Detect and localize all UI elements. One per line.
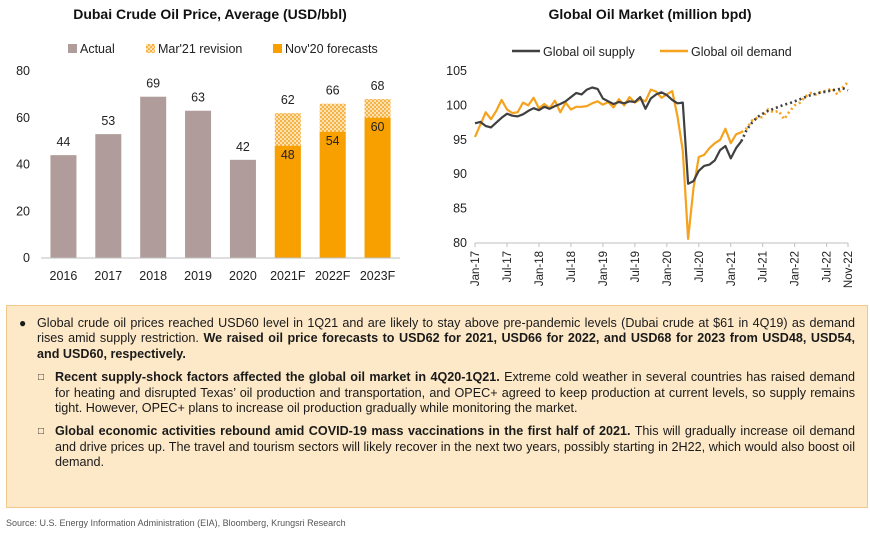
main-bullet: ● Global crude oil prices reached USD60 … (19, 316, 855, 362)
line-chart-title: Global Oil Market (million bpd) (548, 6, 752, 22)
bar-data-label: 44 (56, 135, 70, 149)
bar-chart-legend: Actual Mar'21 revision Nov'20 forecasts (68, 42, 378, 56)
bar-x-tick-label: 2020 (229, 269, 257, 283)
line-x-tick-label: Jan-21 (726, 251, 738, 286)
bar-data-label: 62 (281, 93, 295, 107)
bar-actual (229, 159, 256, 258)
legend-label-revision: Mar'21 revision (158, 42, 242, 56)
bullet-square-icon: □ (38, 426, 45, 438)
line-x-tick-label: Jul-22 (822, 251, 834, 282)
sub-bullet-demand: □ Global economic activities rebound ami… (19, 424, 855, 470)
bar-forecast (319, 131, 346, 258)
bar-y-tick-label: 20 (16, 204, 30, 218)
line-y-tick-label: 80 (453, 236, 467, 250)
bar-y-axis: 0 20 40 60 80 (16, 64, 30, 265)
bar-data-label: 53 (101, 114, 115, 128)
source-note: Source: U.S. Energy Information Administ… (6, 518, 346, 528)
line-y-tick-label: 95 (453, 133, 467, 147)
line-demand-forecast (740, 81, 849, 134)
bar-x-tick-label: 2022F (315, 269, 351, 283)
legend-label-forecast: Nov'20 forecasts (285, 42, 378, 56)
line-demand-actual (473, 88, 742, 240)
line-x-tick-label: Nov-22 (843, 251, 855, 288)
sub-bullet-supply: □ Recent supply-shock factors affected t… (19, 370, 855, 416)
bar-data-label: 60 (371, 120, 385, 134)
commentary-box: ● Global crude oil prices reached USD60 … (6, 305, 868, 508)
line-supply-actual (474, 86, 743, 185)
bar-x-tick-label: 2018 (139, 269, 167, 283)
bar-series: 44 53 69 63 42 62 48 66 54 68 60 (50, 77, 391, 259)
line-x-tick-label: Jul-19 (630, 251, 642, 282)
bar-actual (50, 155, 77, 258)
bar-data-label: 42 (236, 140, 250, 154)
line-y-tick-label: 90 (453, 167, 467, 181)
bullet-dot-icon: ● (19, 316, 27, 330)
bar-data-label: 68 (371, 79, 385, 93)
legend-swatch-revision (146, 44, 155, 53)
main-bullet-bold: We raised oil price forecasts to USD62 f… (37, 331, 855, 361)
line-x-tick-label: Jan-19 (598, 251, 610, 286)
line-x-tick-label: Jul-18 (566, 251, 578, 282)
main-bullet-text: Global crude oil prices reached USD60 le… (37, 316, 855, 346)
bar-data-label: 48 (281, 148, 295, 162)
bar-y-tick-label: 80 (16, 64, 30, 78)
bar-data-label: 63 (191, 91, 205, 105)
bar-x-tick-label: 2017 (94, 269, 122, 283)
legend-label-demand: Global oil demand (691, 45, 792, 59)
line-y-tick-label: 100 (446, 98, 467, 112)
bar-x-tick-label: 2016 (50, 269, 78, 283)
bar-x-axis: 2016 2017 2018 2019 2020 2021F 2022F 2023F (41, 257, 400, 283)
bar-x-tick-label: 2019 (184, 269, 212, 283)
sub-bullet-1-bold: Recent supply-shock factors affected the… (55, 370, 500, 385)
legend-label-supply: Global oil supply (543, 45, 635, 59)
line-supply-forecast (740, 86, 849, 142)
bar-y-tick-label: 40 (16, 158, 30, 172)
sub-bullet-2-bold: Global economic activities rebound amid … (55, 424, 631, 439)
line-x-tick-label: Jan-20 (662, 251, 674, 286)
legend-label-actual: Actual (80, 42, 115, 56)
bar-forecast (274, 145, 301, 258)
bar-actual (185, 110, 212, 258)
line-y-tick-label: 105 (446, 64, 467, 78)
bar-y-tick-label: 60 (16, 111, 30, 125)
line-chart: Global oil supply Global oil demand 80 85… (446, 45, 855, 288)
line-x-tick-label: Jan-18 (534, 251, 546, 286)
line-x-tick-label: Jul-17 (502, 251, 514, 282)
line-series (473, 81, 849, 240)
line-x-axis: Jan-17 Jul-17 Jan-18 Jul-18 Jan-19 Jul-19 Jan-… (470, 242, 855, 288)
bar-actual (95, 134, 122, 258)
bar-chart: Actual Mar'21 revision Nov'20 forecasts … (16, 42, 400, 283)
bar-y-tick-label: 0 (23, 251, 30, 265)
line-chart-legend: Global oil supply Global oil demand (512, 45, 792, 59)
bar-data-label: 54 (326, 134, 340, 148)
bar-chart-title: Dubai Crude Oil Price, Average (USD/bbl) (73, 6, 347, 22)
line-x-tick-label: Jan-17 (470, 251, 482, 286)
line-x-tick-label: Jan-22 (790, 251, 802, 286)
bar-data-label: 69 (146, 77, 160, 91)
line-x-tick-label: Jul-21 (758, 251, 770, 282)
line-x-tick-label: Jul-20 (694, 251, 706, 282)
bar-forecast (364, 117, 391, 258)
line-y-tick-label: 85 (453, 202, 467, 216)
bar-x-tick-label: 2023F (360, 269, 396, 283)
bullet-square-icon: □ (38, 372, 45, 384)
sub-bullet-2-text: This will gradually increase oil demand … (55, 424, 855, 470)
line-y-axis: 80 85 90 95 100 105 (446, 64, 467, 250)
bar-data-label: 66 (326, 84, 340, 98)
legend-swatch-forecast (273, 44, 282, 53)
sub-bullet-1-text: Extreme cold weather in several countrie… (55, 370, 855, 416)
legend-swatch-actual (68, 44, 77, 53)
bar-x-tick-label: 2021F (270, 269, 306, 283)
bar-actual (140, 96, 167, 259)
